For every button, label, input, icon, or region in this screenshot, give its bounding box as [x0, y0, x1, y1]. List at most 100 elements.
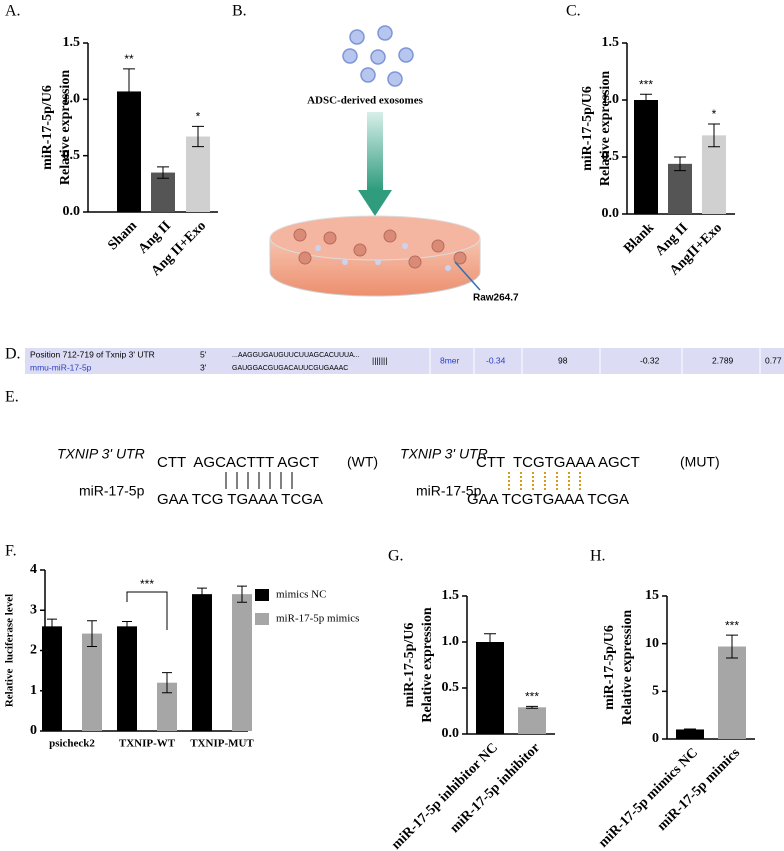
- panel-label: D.: [5, 346, 21, 363]
- significance: *: [196, 110, 201, 124]
- mirna-name: miR-17-5p: [79, 483, 145, 499]
- legend-swatch: [255, 589, 269, 601]
- table-cell: 5': [200, 349, 207, 359]
- panel-label: E.: [5, 389, 19, 406]
- error-bar: [726, 634, 738, 659]
- mismatches: [508, 472, 581, 492]
- x-tick-label: Blank: [621, 220, 657, 256]
- table-cell: 98: [558, 355, 568, 365]
- error-bar: [162, 672, 172, 694]
- error-bar: [708, 123, 720, 148]
- mirna-name: miR-17-5p: [416, 483, 482, 499]
- legend-swatch: [255, 613, 269, 625]
- table-cell: 3': [200, 362, 207, 372]
- error-bar: [674, 156, 686, 172]
- significance: ***: [725, 618, 739, 632]
- table-cell: Position 712-719 of Txnip 3' UTR: [30, 349, 155, 359]
- y-tick-label: 15: [645, 588, 659, 603]
- bar: [157, 682, 177, 731]
- y-tick-label: 1.0: [602, 92, 620, 107]
- y-axis-title: Relative expression: [620, 610, 635, 725]
- bar: [42, 626, 62, 731]
- y-axis-title: Relative expression: [58, 70, 73, 185]
- bar: [476, 642, 504, 734]
- bar: [151, 172, 175, 212]
- y-tick-label: 0.0: [602, 206, 620, 221]
- table-cell: ...AAGGUGAUGUUCUUAGCACUUUA...: [232, 352, 360, 359]
- legend-label: miR-17-5p mimics: [276, 613, 359, 625]
- x-tick-label: TXNIP-WT: [119, 738, 176, 750]
- y-axis-title: miR-17-5p/U6: [40, 85, 55, 170]
- y-axis-title: Relative expression: [598, 71, 613, 186]
- y-tick-label: 1.0: [63, 92, 81, 107]
- y-tick-label: 0: [30, 723, 37, 738]
- culture-dish: [269, 215, 481, 297]
- significance: ***: [639, 77, 653, 91]
- bar: [186, 136, 210, 212]
- error-bar: [47, 618, 57, 635]
- y-axis-title: Relative expression: [420, 607, 435, 722]
- error-bar: [87, 620, 97, 647]
- bar: [676, 729, 704, 739]
- table-cell: 8mer: [440, 355, 460, 365]
- table-cell: 2.789: [712, 355, 734, 365]
- y-tick-label: 0.0: [442, 726, 460, 741]
- error-bar: [640, 93, 652, 107]
- y-tick-label: 0.5: [63, 148, 81, 163]
- y-axis-title: miR-17-5p/U6: [402, 623, 417, 708]
- error-bar: [157, 166, 169, 179]
- seed-sequence: GAA TCGTGAAA TCGA: [467, 491, 629, 508]
- y-tick-label: 0: [652, 731, 659, 746]
- bar: [668, 163, 692, 214]
- panel-label: F.: [5, 543, 17, 560]
- bar: [192, 594, 212, 731]
- x-tick-label: TXNIP-MUT: [190, 738, 254, 750]
- sequence-tag: (WT): [347, 454, 378, 470]
- bar: [232, 594, 252, 731]
- y-tick-label: 10: [645, 636, 659, 651]
- error-bar: [192, 125, 204, 148]
- x-tick-label: miR-17-5p mimics: [655, 745, 744, 834]
- significance: ***: [525, 690, 539, 704]
- y-axis-title: miR-17-5p/U6: [580, 86, 595, 171]
- bar: [702, 135, 726, 214]
- panel-label: C.: [566, 3, 581, 20]
- sequence-tag: (MUT): [680, 454, 720, 470]
- y-tick-label: 4: [30, 562, 37, 577]
- exosome-label: ADSC-derived exosomes: [307, 95, 424, 107]
- error-bar: [122, 621, 132, 632]
- utr-sequence: CTT TCGTGAAA AGCT: [476, 454, 640, 471]
- legend-label: mimics NC: [276, 589, 326, 601]
- bar: [718, 646, 746, 739]
- y-tick-label: 1.0: [442, 634, 460, 649]
- table-cell: -0.32: [640, 355, 660, 365]
- error-bar: [526, 705, 538, 709]
- error-bar: [237, 585, 247, 603]
- y-tick-label: 3: [30, 602, 37, 617]
- x-tick-label: Sham: [105, 218, 140, 253]
- y-axis-title: miR-17-5p/U6: [602, 625, 617, 710]
- y-tick-label: 0.5: [602, 149, 620, 164]
- y-tick-label: 2: [30, 643, 37, 658]
- y-axis-title: Relative luciferase level: [4, 594, 16, 707]
- error-bar: [484, 633, 496, 651]
- table-cell: mmu-miR-17-5p: [30, 362, 92, 372]
- y-tick-label: 1.5: [602, 35, 620, 50]
- panel-label: H.: [590, 548, 606, 565]
- y-tick-label: 1: [30, 683, 37, 698]
- exosome-cluster: [342, 25, 414, 87]
- y-tick-label: 0.5: [442, 680, 460, 695]
- significance: ***: [140, 577, 154, 591]
- panel-label: B.: [232, 3, 247, 20]
- bar: [634, 100, 658, 214]
- bar: [82, 633, 102, 731]
- x-tick-label: psicheck2: [49, 738, 95, 750]
- gene-name: TXNIP 3' UTR: [57, 446, 145, 462]
- error-bar: [123, 68, 135, 115]
- table-background: [25, 348, 784, 374]
- panel-label: G.: [388, 548, 404, 565]
- y-tick-label: 1.5: [442, 588, 460, 603]
- significance: **: [124, 52, 134, 66]
